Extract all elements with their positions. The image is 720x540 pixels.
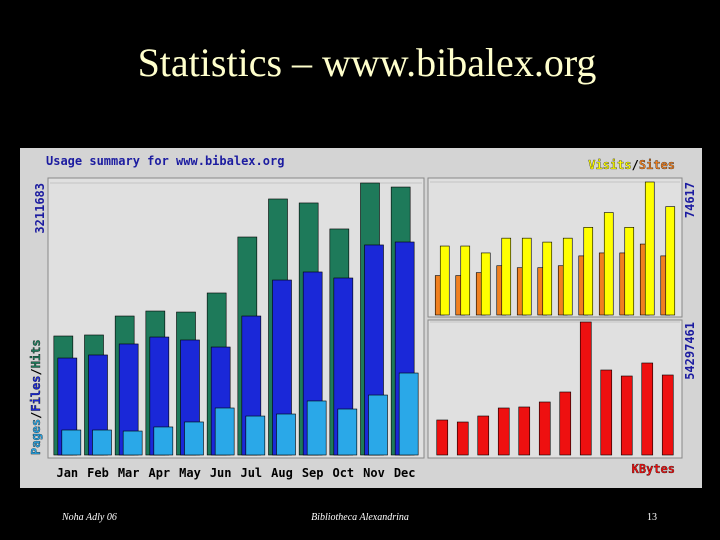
bar [368, 394, 388, 456]
legend-entry: Files [29, 376, 43, 412]
bar [460, 245, 471, 316]
legend-separator: / [632, 158, 639, 172]
x-tick-label: Jul [240, 466, 262, 480]
bar [477, 415, 490, 456]
legend-separator: / [29, 412, 43, 419]
bar [562, 237, 573, 316]
page-number: 13 [647, 512, 657, 523]
bar [559, 391, 572, 456]
bar [600, 369, 613, 456]
bar [620, 375, 633, 456]
legend: Pages/Files/Hits [29, 339, 43, 455]
y-tick-label: 74617 [683, 182, 697, 218]
panel [427, 319, 683, 459]
legend-entry: KBytes [632, 462, 675, 476]
bar [538, 401, 551, 456]
bar [518, 406, 531, 456]
bar [624, 227, 635, 316]
bar [579, 321, 592, 456]
bar [583, 227, 594, 316]
bar [337, 408, 358, 456]
bar [122, 430, 143, 456]
legend-entry: Visits [588, 158, 631, 172]
bar [456, 421, 469, 456]
x-tick-label: Dec [394, 466, 416, 480]
bar [436, 419, 449, 456]
footer-left: Noha Adly 06 [61, 512, 117, 523]
bar [603, 212, 614, 316]
legend-entry: Hits [29, 339, 43, 368]
x-tick-label: May [179, 466, 201, 480]
y-tick-label: 3211683 [33, 183, 47, 234]
bar [521, 237, 532, 316]
bar [61, 429, 82, 456]
bar [644, 181, 655, 316]
x-tick-label: Jan [56, 466, 78, 480]
x-tick-label: Jun [210, 466, 232, 480]
bar [92, 429, 112, 456]
x-tick-label: Apr [148, 466, 170, 480]
legend: KBytes [632, 462, 675, 476]
x-tick-label: Oct [332, 466, 354, 480]
slide-title: Statistics – www.bibalex.org [138, 40, 597, 85]
bar [542, 241, 553, 316]
chart-title: Usage summary for www.bibalex.org [46, 154, 284, 168]
x-tick-label: Feb [87, 466, 109, 480]
legend-separator: / [29, 368, 43, 375]
bar [439, 245, 450, 316]
bar [497, 407, 510, 456]
bar [306, 400, 327, 456]
bar [480, 252, 491, 316]
bar [661, 374, 674, 456]
footer-center: Bibliotheca Alexandrina [311, 512, 409, 523]
bar [276, 413, 296, 456]
bar [214, 407, 235, 456]
bar [398, 372, 419, 456]
bar [665, 206, 676, 316]
bar [153, 426, 174, 456]
bar [184, 421, 204, 456]
bar [245, 415, 266, 456]
panel [427, 177, 683, 318]
y-tick-label: 54297461 [683, 322, 697, 380]
bar [501, 237, 512, 316]
x-tick-label: Sep [302, 466, 324, 480]
legend-entry: Sites [639, 158, 675, 172]
x-tick-label: Mar [118, 466, 140, 480]
legend-entry: Pages [29, 419, 43, 455]
x-tick-label: Aug [271, 466, 293, 480]
bar [641, 362, 654, 456]
x-tick-label: Nov [363, 466, 385, 480]
legend: Visits/Sites [588, 158, 675, 172]
